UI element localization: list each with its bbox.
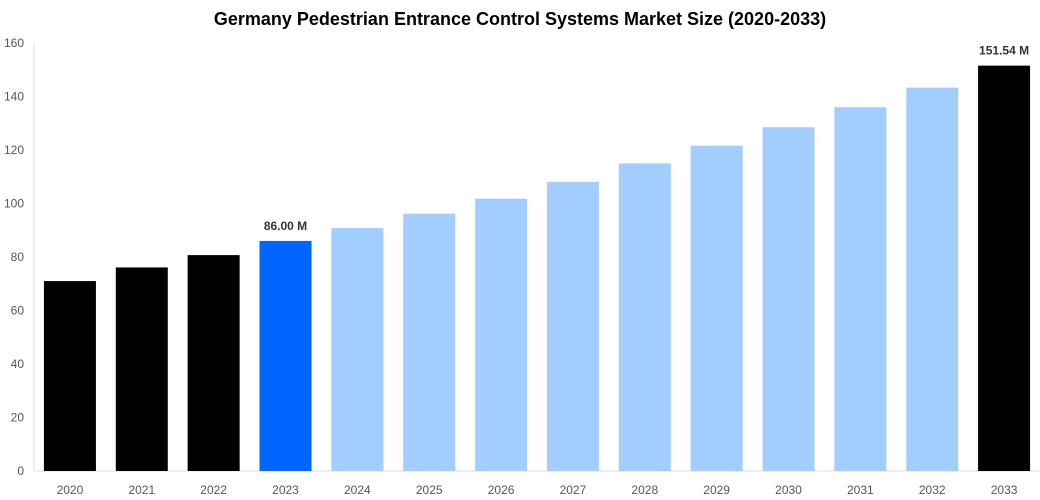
y-tick-label: 160 <box>4 36 24 50</box>
y-tick-label: 100 <box>4 197 24 211</box>
x-tick-label: 2032 <box>919 483 946 497</box>
y-tick-label: 40 <box>11 357 25 371</box>
y-tick-label: 0 <box>17 464 24 478</box>
y-tick-label: 120 <box>4 143 24 157</box>
y-tick-label: 20 <box>11 411 25 425</box>
data-label-2023: 86.00 M <box>264 219 307 233</box>
x-tick-label: 2020 <box>57 483 84 497</box>
x-tick-label: 2027 <box>560 483 587 497</box>
x-tick-label: 2031 <box>847 483 874 497</box>
bar-2021 <box>115 267 168 471</box>
x-tick-label: 2026 <box>488 483 515 497</box>
y-tick-label: 80 <box>11 250 25 264</box>
bar-2025 <box>403 213 456 472</box>
x-tick-label: 2023 <box>272 483 299 497</box>
x-tick-label: 2021 <box>128 483 155 497</box>
bar-2027 <box>546 181 599 471</box>
y-tick-label: 60 <box>11 304 25 318</box>
bar-2024 <box>331 228 384 471</box>
bar-2022 <box>187 255 240 471</box>
chart-title: Germany Pedestrian Entrance Control Syst… <box>213 9 827 29</box>
y-tick-label: 140 <box>4 90 24 104</box>
bar-2031 <box>834 107 887 471</box>
x-tick-label: 2025 <box>416 483 443 497</box>
bar-2020 <box>43 281 96 471</box>
x-tick-label: 2033 <box>991 483 1018 497</box>
x-tick-label: 2024 <box>344 483 371 497</box>
bar-2023 <box>259 240 312 471</box>
x-tick-label: 2029 <box>703 483 730 497</box>
bar-2033 <box>978 65 1031 472</box>
bar-2030 <box>762 127 815 471</box>
x-tick-label: 2030 <box>775 483 802 497</box>
bar-2028 <box>618 163 671 471</box>
bar-2026 <box>475 198 528 471</box>
bar-2029 <box>690 145 743 471</box>
data-label-2033: 151.54 M <box>979 44 1029 58</box>
x-tick-label: 2028 <box>631 483 658 497</box>
x-tick-label: 2022 <box>200 483 227 497</box>
bar-2032 <box>906 87 959 472</box>
